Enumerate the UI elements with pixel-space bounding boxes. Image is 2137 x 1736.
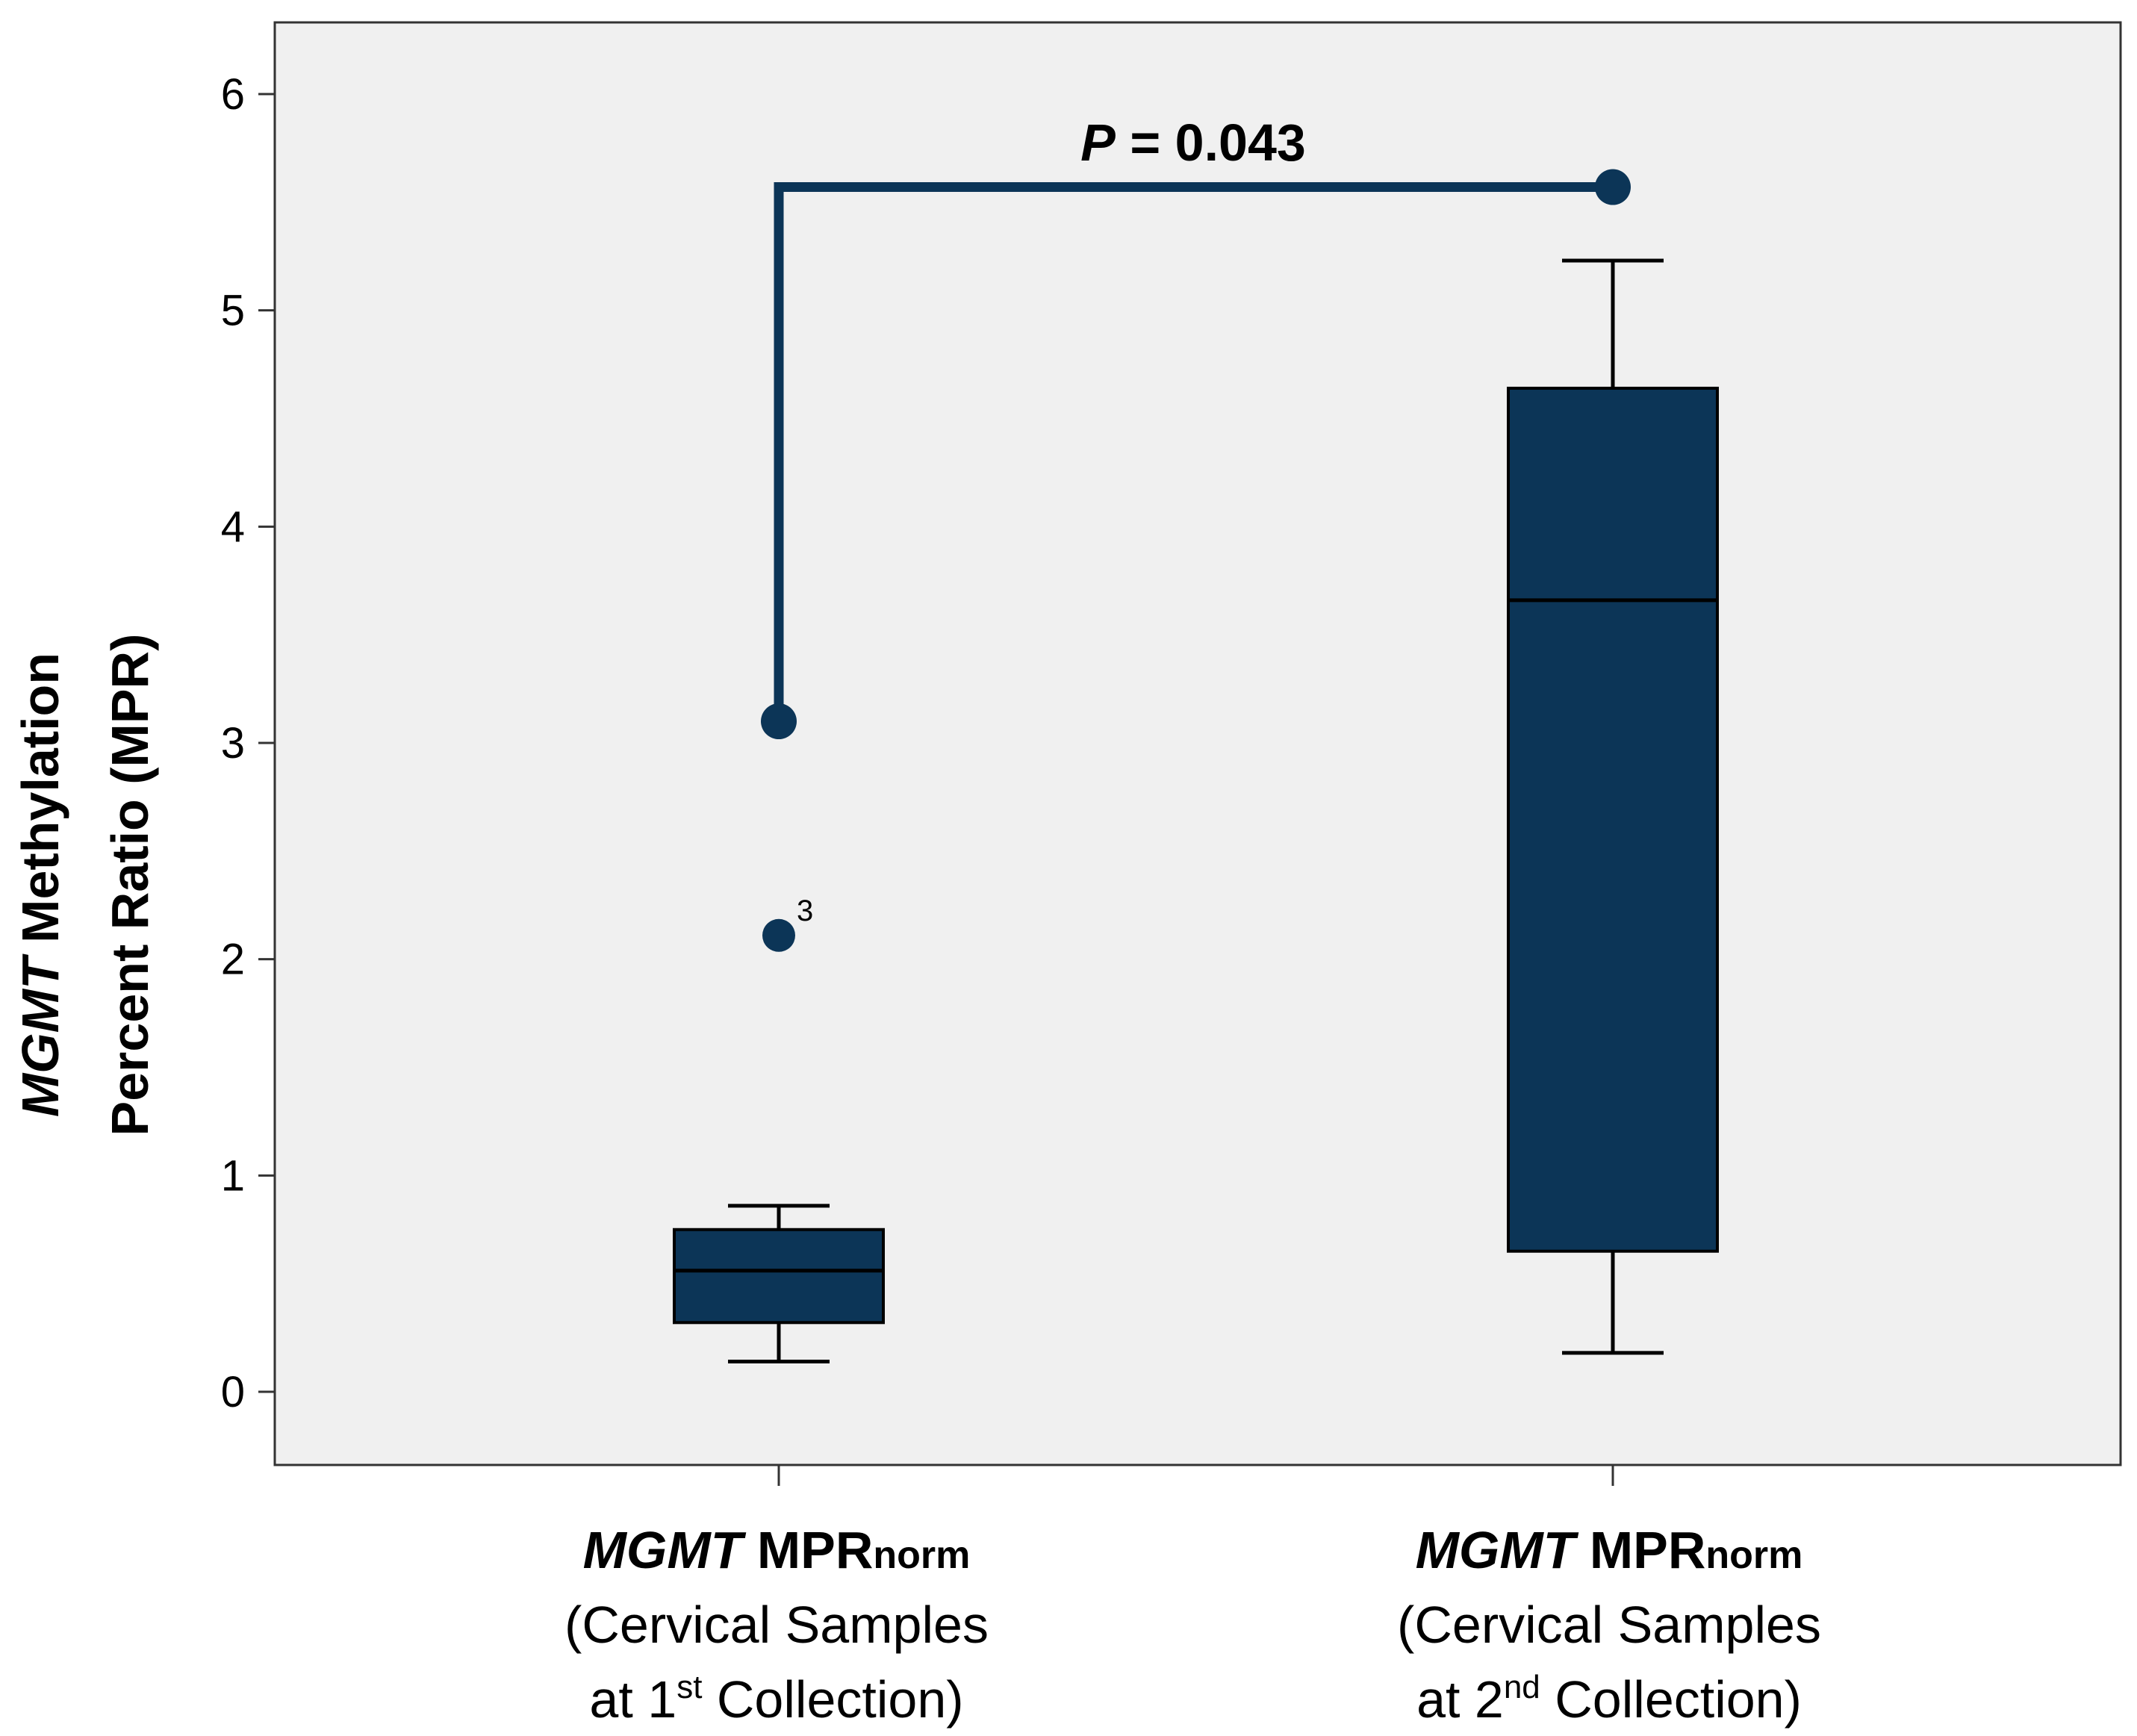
p-value-label: P = 0.043 [1080, 113, 1306, 172]
y-tick-label-1: 1 [221, 1151, 245, 1200]
y-tick-label-2: 2 [221, 936, 245, 984]
y-axis-title-line2: Percent Ratio (MPR) [101, 634, 159, 1136]
svg-text:MGMT MPRnorm: MGMT MPRnorm [583, 1521, 971, 1579]
svg-text:at 1st Collection): at 1st Collection) [589, 1669, 963, 1729]
y-tick-label-0: 0 [221, 1368, 245, 1416]
outlier-label: 3 [797, 895, 813, 927]
outlier-point [762, 918, 795, 952]
category-label-2: MGMT MPRnorm (Cervical Samples at 2nd Co… [1397, 1521, 1821, 1729]
svg-text:at 2nd Collection): at 2nd Collection) [1416, 1669, 1802, 1729]
y-tick-label-5: 5 [221, 287, 245, 335]
y-axis-title: MGMT Methylation [11, 653, 69, 1117]
svg-text:(Cervical Samples: (Cervical Samples [564, 1596, 989, 1654]
svg-text:MGMT MPRnorm: MGMT MPRnorm [1416, 1521, 1803, 1579]
box-group-2 [1507, 258, 1719, 1355]
svg-text:(Cervical Samples: (Cervical Samples [1397, 1596, 1821, 1654]
plot-area [273, 21, 2122, 1466]
y-tick-label-4: 4 [221, 503, 245, 551]
y-tick-label-3: 3 [221, 719, 245, 768]
category-label-1: MGMT MPRnorm (Cervical Samples at 1st Co… [564, 1521, 989, 1729]
bracket-end-right [1595, 169, 1631, 205]
box-iqr [1507, 386, 1719, 1253]
bracket-end-left [761, 703, 797, 740]
bracket-line [774, 182, 1613, 722]
y-tick-label-6: 6 [221, 70, 245, 119]
box-group-1: 3 [673, 895, 885, 1363]
box-iqr [673, 1228, 885, 1325]
significance-bracket [761, 169, 1631, 740]
